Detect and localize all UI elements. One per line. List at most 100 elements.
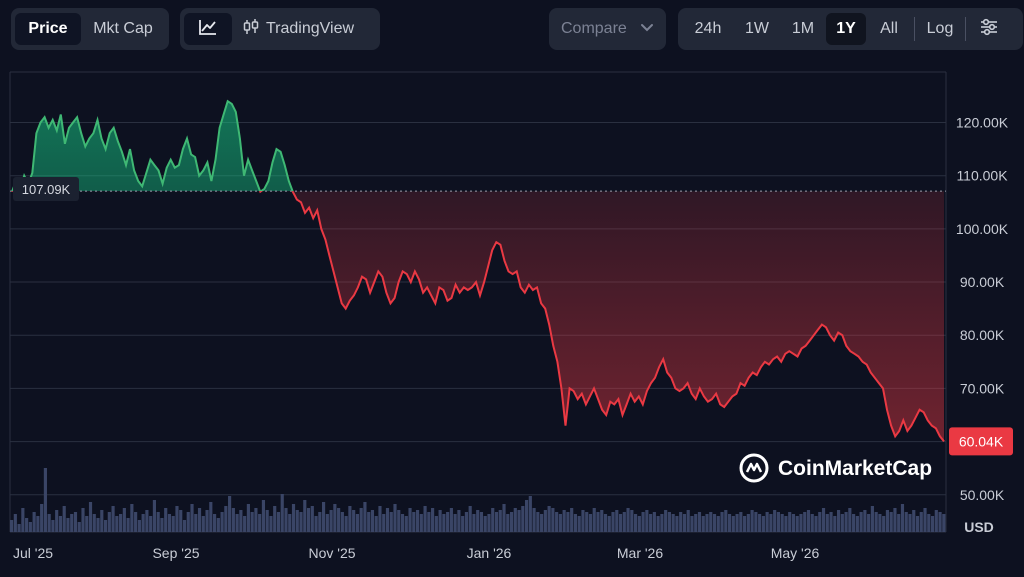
chart-settings-button[interactable] bbox=[968, 13, 1010, 45]
volume-bar bbox=[754, 512, 758, 532]
volume-bar bbox=[36, 516, 40, 532]
volume-bar bbox=[130, 504, 134, 532]
volume-bar bbox=[694, 514, 698, 532]
volume-bar bbox=[634, 514, 638, 532]
volume-bar bbox=[276, 512, 281, 532]
volume-bar bbox=[727, 514, 732, 532]
x-tick-label: Jul '25 bbox=[13, 545, 53, 561]
volume-bar bbox=[494, 512, 499, 532]
volume-bar bbox=[724, 510, 728, 532]
volume-bar bbox=[942, 514, 946, 532]
volume-bar bbox=[100, 510, 104, 532]
volume-bar bbox=[923, 508, 927, 532]
volume-bar bbox=[810, 514, 814, 532]
tradingview-label: TradingView bbox=[266, 20, 355, 37]
line-chart-button[interactable] bbox=[184, 13, 232, 45]
volume-bar bbox=[641, 512, 645, 532]
volume-bar bbox=[359, 508, 363, 532]
volume-bar bbox=[513, 508, 517, 532]
volume-bar bbox=[712, 514, 717, 532]
y-tick-label: 80.00K bbox=[960, 327, 1005, 343]
tab-price[interactable]: Price bbox=[15, 13, 81, 45]
volume-bar bbox=[194, 514, 198, 532]
volume-bar bbox=[581, 510, 585, 532]
volume-bar bbox=[209, 502, 213, 532]
range-1y[interactable]: 1Y bbox=[826, 13, 866, 45]
volume-bar bbox=[141, 514, 145, 532]
volume-bar bbox=[596, 512, 600, 532]
volume-bar bbox=[137, 520, 141, 532]
volume-bar bbox=[799, 514, 803, 532]
volume-bar bbox=[934, 510, 938, 532]
volume-bar bbox=[291, 504, 296, 532]
currency-label: USD bbox=[964, 519, 994, 535]
volume-bar bbox=[517, 510, 521, 532]
volume-bar bbox=[40, 504, 44, 532]
volume-bar bbox=[81, 508, 85, 532]
volume-bar bbox=[483, 516, 487, 532]
volume-bar bbox=[806, 510, 811, 532]
volume-bar bbox=[682, 514, 687, 532]
range-all[interactable]: All bbox=[880, 20, 898, 37]
volume-bar bbox=[397, 510, 401, 532]
volume-bar bbox=[231, 508, 235, 532]
volume-bar bbox=[652, 512, 656, 532]
volume-bar bbox=[735, 514, 739, 532]
volume-bar bbox=[273, 506, 277, 532]
volume-bar bbox=[938, 512, 942, 532]
volume-bar bbox=[855, 516, 859, 532]
y-tick-label: 70.00K bbox=[960, 380, 1005, 396]
volume-bar bbox=[893, 508, 897, 532]
volume-bar bbox=[404, 516, 408, 532]
range-1m[interactable]: 1M bbox=[791, 20, 815, 37]
volume-bar bbox=[833, 516, 837, 532]
chevron-down-icon bbox=[640, 20, 654, 38]
last-price-badge: 60.04K bbox=[949, 427, 1013, 456]
volume-bar bbox=[476, 510, 480, 532]
volume-bar bbox=[889, 512, 893, 532]
tradingview-button[interactable]: TradingView bbox=[232, 13, 364, 45]
volume-bars bbox=[10, 468, 946, 532]
volume-bar bbox=[686, 510, 690, 532]
volume-bar bbox=[122, 508, 126, 532]
tab-mkt-cap[interactable]: Mkt Cap bbox=[93, 20, 153, 37]
x-tick-label: Sep '25 bbox=[152, 545, 199, 561]
volume-bar bbox=[303, 500, 307, 532]
volume-bar bbox=[299, 512, 303, 532]
volume-bar bbox=[51, 520, 55, 532]
volume-bar bbox=[776, 512, 781, 532]
volume-bar bbox=[186, 512, 190, 532]
volume-bar bbox=[13, 514, 17, 532]
volume-bar bbox=[731, 516, 735, 532]
volume-bar bbox=[374, 516, 378, 532]
volume-bar bbox=[77, 522, 81, 532]
volume-bar bbox=[295, 510, 299, 532]
x-tick-label: Nov '25 bbox=[308, 545, 355, 561]
volume-bar bbox=[171, 516, 175, 532]
sliders-icon bbox=[979, 18, 999, 41]
range-24h[interactable]: 24h bbox=[694, 20, 722, 37]
volume-bar bbox=[254, 508, 258, 532]
range-divider bbox=[914, 17, 915, 41]
volume-bar bbox=[588, 514, 593, 532]
volume-bar bbox=[156, 512, 160, 532]
watermark-text: CoinMarketCap bbox=[778, 457, 932, 480]
volume-bar bbox=[164, 508, 168, 532]
volume-bar bbox=[743, 516, 747, 532]
volume-bar bbox=[119, 514, 123, 532]
volume-bar bbox=[239, 510, 243, 532]
volume-bar bbox=[664, 510, 668, 532]
volume-bar bbox=[318, 512, 322, 532]
volume-bar bbox=[329, 510, 333, 532]
volume-bar bbox=[434, 516, 438, 532]
log-scale-toggle[interactable]: Log bbox=[926, 20, 954, 37]
volume-bar bbox=[250, 512, 254, 532]
range-1w[interactable]: 1W bbox=[745, 20, 769, 37]
volume-bar bbox=[859, 512, 863, 532]
metric-tabs: Price Mkt Cap bbox=[11, 8, 169, 50]
volume-bar bbox=[220, 512, 224, 532]
volume-bar bbox=[709, 512, 713, 532]
volume-bar bbox=[660, 514, 664, 532]
compare-dropdown[interactable]: Compare bbox=[549, 8, 666, 50]
